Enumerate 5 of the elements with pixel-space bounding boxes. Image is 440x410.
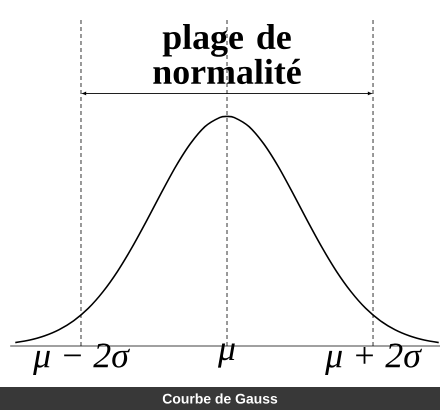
x-tick-label: μ − 2σ <box>33 344 130 375</box>
text: plage de normalité <box>153 24 301 84</box>
x-tick-label: μ + 2σ <box>325 344 422 375</box>
x-tick-label: μ <box>218 344 235 368</box>
text: Courbe de Gauss <box>162 393 278 404</box>
